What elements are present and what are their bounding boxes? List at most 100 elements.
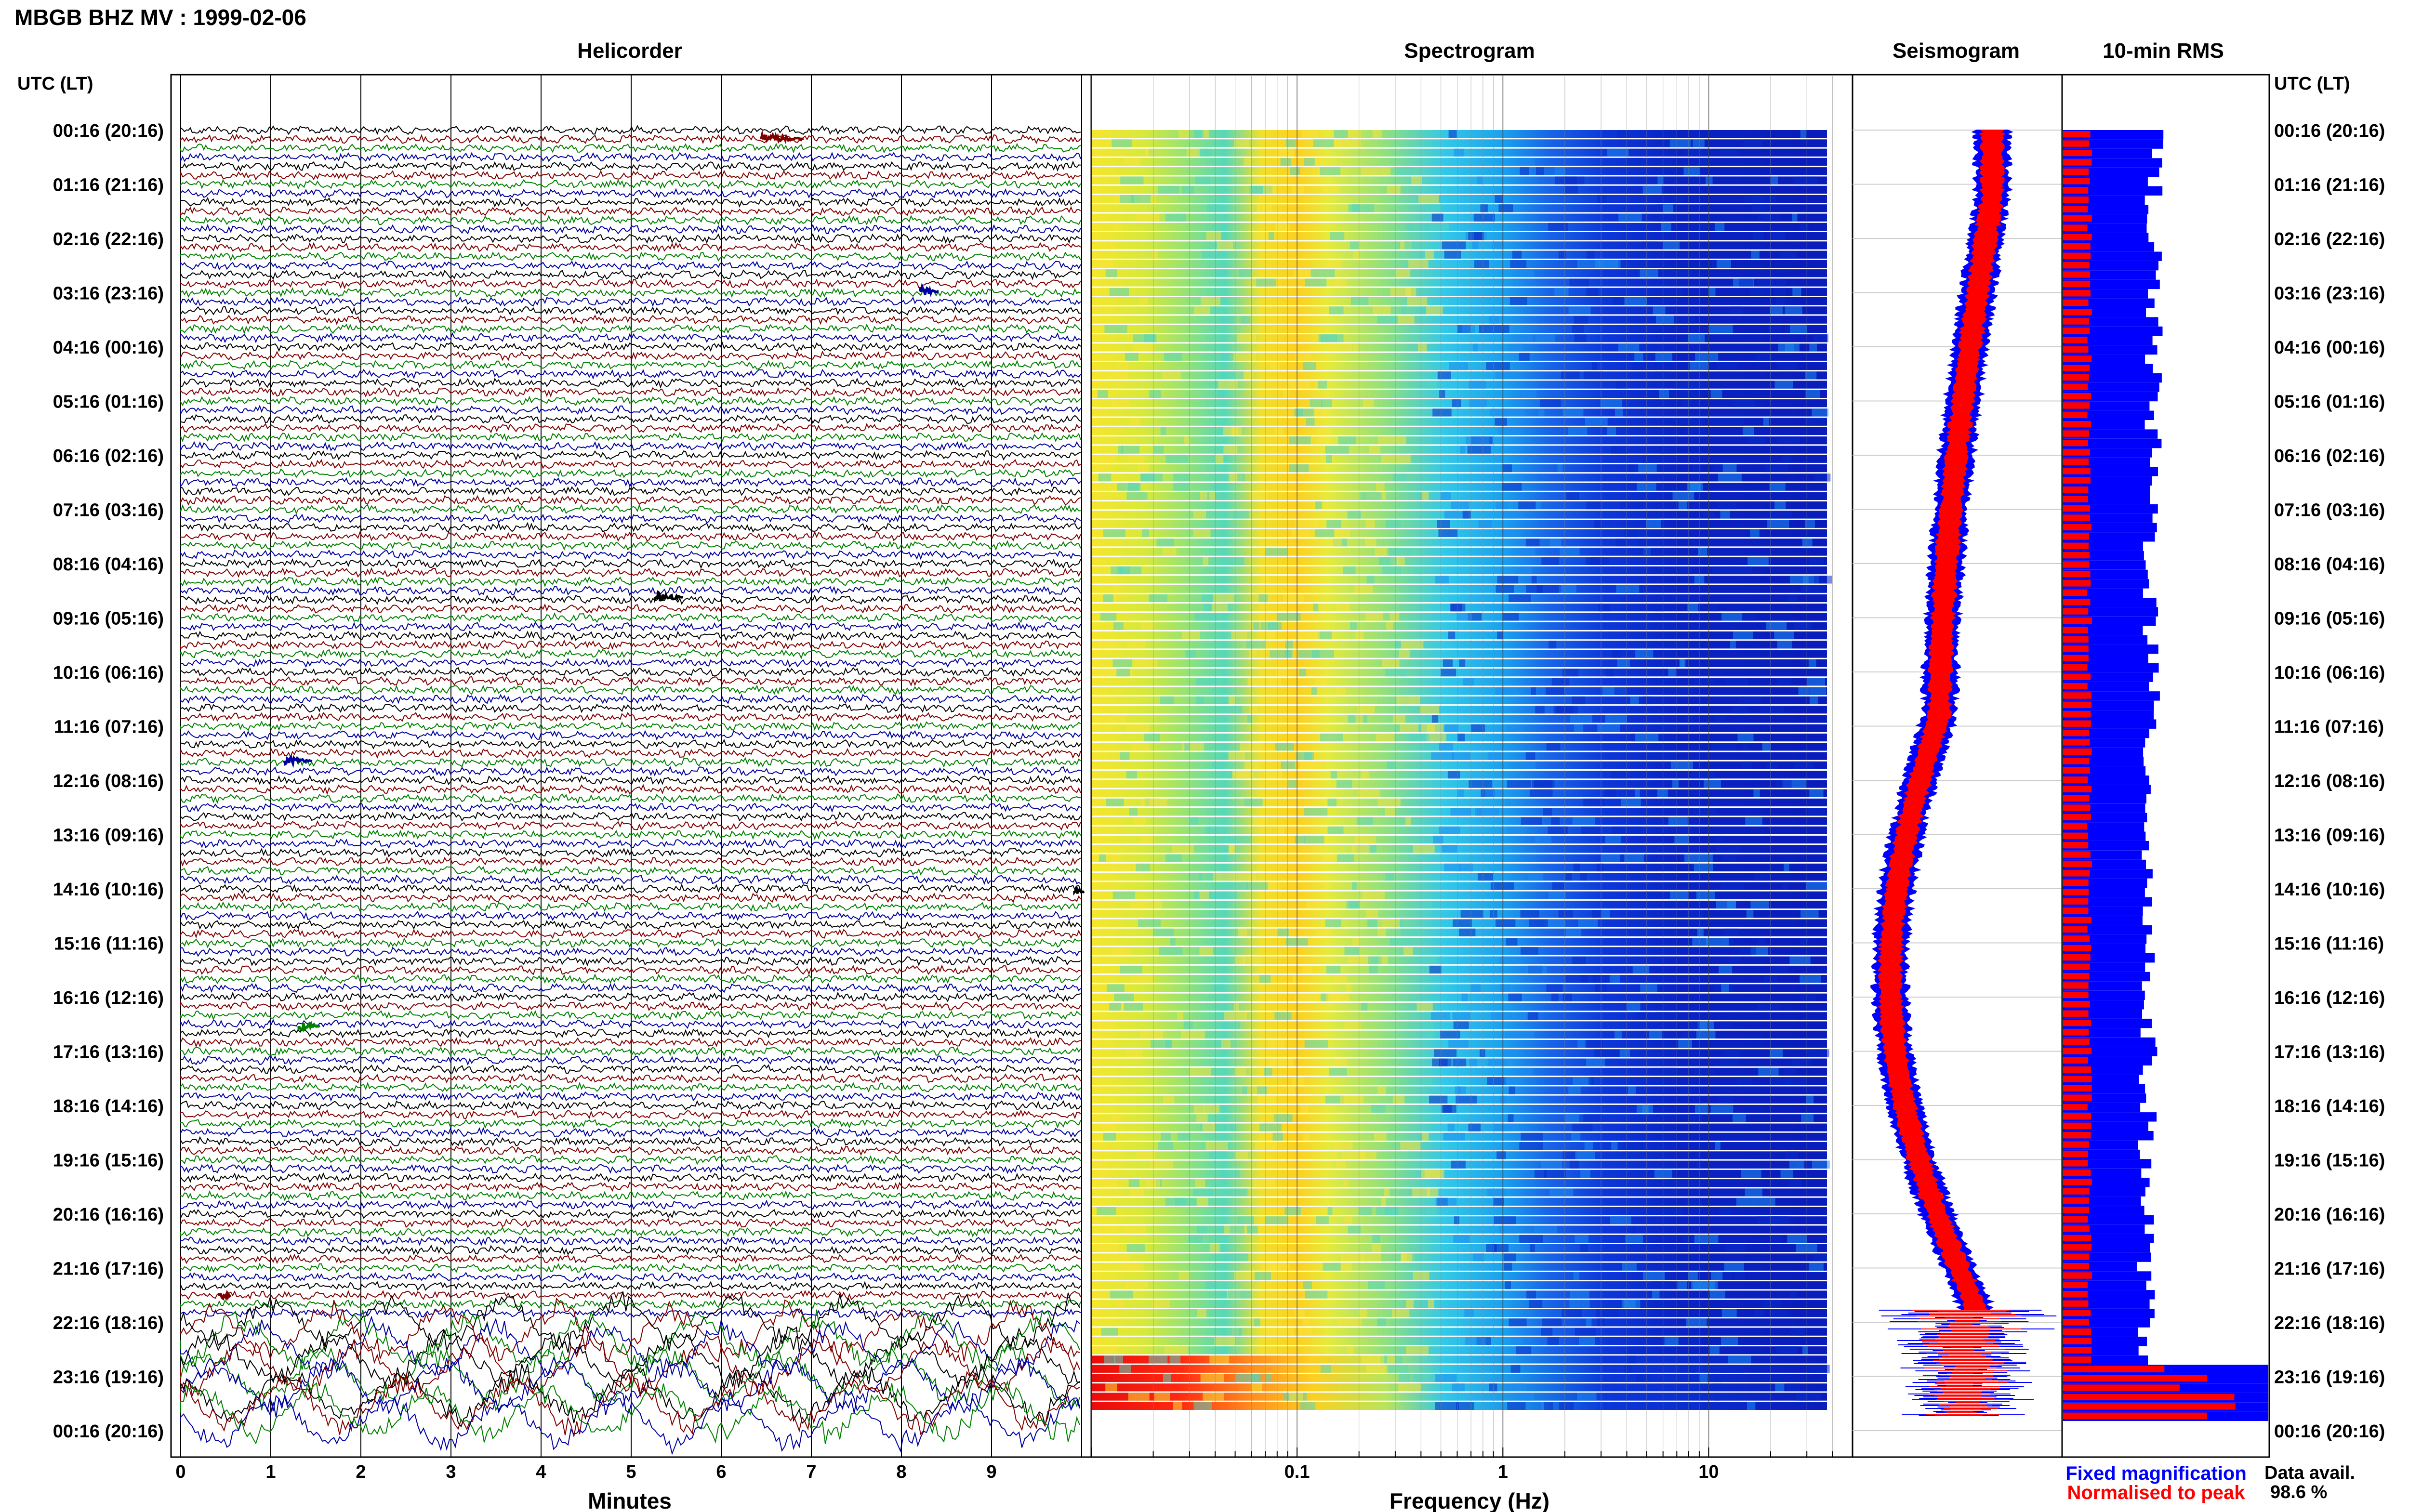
spectrogram-speckle: [1487, 1188, 1506, 1196]
spectrogram-speckle: [1494, 1216, 1516, 1224]
time-label-left: 16:16 (12:16): [53, 988, 164, 1008]
spectrogram-row: [1092, 1207, 1827, 1215]
spectrogram-speckle: [1314, 529, 1335, 538]
spectrogram-speckle: [1437, 371, 1451, 380]
helicorder-trace: [180, 188, 1081, 198]
rms-bar-normalised: [2063, 1375, 2208, 1382]
spectrogram-row: [1092, 1049, 1827, 1057]
spectrogram-speckle: [1480, 1049, 1485, 1057]
time-label-left: 21:16 (17:16): [53, 1259, 164, 1279]
spectrogram-speckle: [1153, 446, 1164, 454]
spectrogram-speckle: [1571, 548, 1580, 556]
time-label-left: 00:16 (20:16): [53, 121, 164, 141]
rms-bar-normalised: [2063, 926, 2088, 933]
spectrogram-speckle: [1586, 557, 1604, 565]
helicorder-trace: [180, 856, 1081, 867]
spectrogram-speckle: [1672, 492, 1694, 500]
rms-bar-normalised: [2063, 720, 2091, 727]
spectrogram-speckle: [1750, 900, 1769, 909]
rms-bar-normalised: [2063, 673, 2091, 680]
rms-bar-normalised: [2063, 1141, 2089, 1148]
spectrogram-speckle: [1387, 185, 1401, 194]
rms-bar-normalised: [2063, 196, 2089, 203]
spectrogram-speckle: [1600, 1049, 1624, 1057]
spectrogram-speckle: [1180, 1030, 1205, 1039]
spectrogram-speckle: [1220, 371, 1244, 380]
spectrogram-speckle: [1515, 473, 1523, 482]
spectrogram-speckle: [1145, 148, 1158, 157]
helicorder-trace: [180, 160, 1081, 172]
time-label-left: 20:16 (16:16): [53, 1205, 164, 1225]
spectrogram-speckle: [1460, 910, 1483, 918]
spectrogram-speckle: [1323, 1262, 1341, 1271]
spectrogram-speckle: [1526, 585, 1543, 593]
spectrogram-speckle: [1320, 1365, 1331, 1373]
spectrogram-speckle: [1503, 1253, 1516, 1262]
spectrogram-speckle: [1725, 678, 1748, 686]
spectrogram-speckle: [1345, 130, 1361, 138]
spectrogram-speckle: [1509, 343, 1522, 352]
spectrogram-speckle: [1325, 446, 1349, 454]
spectrogram-speckle: [1522, 390, 1536, 398]
spectrogram-speckle: [1343, 1021, 1361, 1029]
spectrogram-speckle: [1800, 993, 1816, 1001]
spectrogram-speckle: [1163, 1374, 1171, 1382]
spectrogram-speckle: [1345, 984, 1351, 992]
rms-bar-normalised: [2063, 262, 2090, 269]
spectrogram-speckle: [1372, 1235, 1380, 1243]
rms-bar-normalised: [2063, 748, 2092, 755]
spectrogram-speckle: [1774, 288, 1786, 296]
spectrogram-speckle: [1493, 1197, 1504, 1206]
spectrogram-speckle: [1209, 492, 1215, 500]
spectrogram-speckle: [1158, 185, 1179, 194]
spectrogram-row: [1092, 1337, 1827, 1345]
spectrogram-speckle: [1776, 278, 1787, 287]
spectrogram-speckle: [1697, 928, 1704, 936]
spectrogram-speckle: [1390, 613, 1400, 621]
spectrogram-speckle: [1469, 780, 1493, 788]
rms-bar-normalised: [2063, 627, 2088, 633]
spectrogram-row: [1092, 278, 1827, 287]
spectrogram-speckle: [1659, 724, 1674, 732]
spectrogram-speckle: [1357, 706, 1375, 714]
spectrogram-speckle: [1717, 845, 1740, 853]
spectrogram-speckle: [1138, 919, 1161, 927]
spectrogram-speckle: [1627, 826, 1641, 834]
helicorder-trace: [180, 368, 1081, 380]
spectrogram-speckle: [1239, 269, 1252, 277]
rms-bar-normalised: [2063, 365, 2090, 371]
time-label-left: 01:16 (21:16): [53, 175, 164, 196]
helicorder-trace: [180, 639, 1081, 650]
left-axis-label: UTC (LT): [17, 74, 93, 94]
helicorder-trace: [180, 784, 1081, 795]
spectrogram-speckle: [1468, 1123, 1481, 1131]
helicorder-trace: [180, 1315, 1080, 1380]
spectrogram-speckle: [1172, 845, 1194, 853]
spectrogram-speckle: [1613, 297, 1625, 305]
spectrogram-speckle: [1161, 371, 1181, 380]
spectrogram-row: [1092, 492, 1827, 500]
spectrogram-speckle: [1395, 641, 1401, 649]
spectrogram-speckle: [1570, 715, 1592, 723]
spectrogram-speckle: [1621, 1300, 1636, 1308]
spectrogram-row: [1092, 706, 1827, 714]
spectrogram-speckle: [1539, 539, 1562, 547]
spectrogram-speckle: [1173, 483, 1190, 491]
spectrogram-speckle: [1672, 780, 1679, 788]
spectrogram-speckle: [1583, 1114, 1603, 1122]
spectrogram-speckle: [1202, 250, 1223, 259]
helicorder-trace: [180, 883, 1081, 894]
spectrogram-speckle: [1196, 678, 1218, 686]
spectrogram-row: [1092, 1188, 1827, 1196]
spectrogram-speckle: [1325, 1095, 1344, 1104]
spectrogram-row: [1092, 900, 1827, 909]
rms-bar-normalised: [2063, 1262, 2089, 1270]
spectrogram-speckle: [1572, 956, 1586, 964]
spectrogram-speckle: [1741, 1170, 1761, 1178]
rms-bar-normalised: [2063, 159, 2092, 166]
spectrogram-speckle: [1246, 882, 1268, 890]
spectrogram-speckle: [1489, 316, 1499, 324]
spectrogram-speckle: [1714, 1393, 1721, 1401]
helicorder-trace: [180, 531, 1081, 542]
spectrogram-speckle: [1452, 1058, 1467, 1066]
